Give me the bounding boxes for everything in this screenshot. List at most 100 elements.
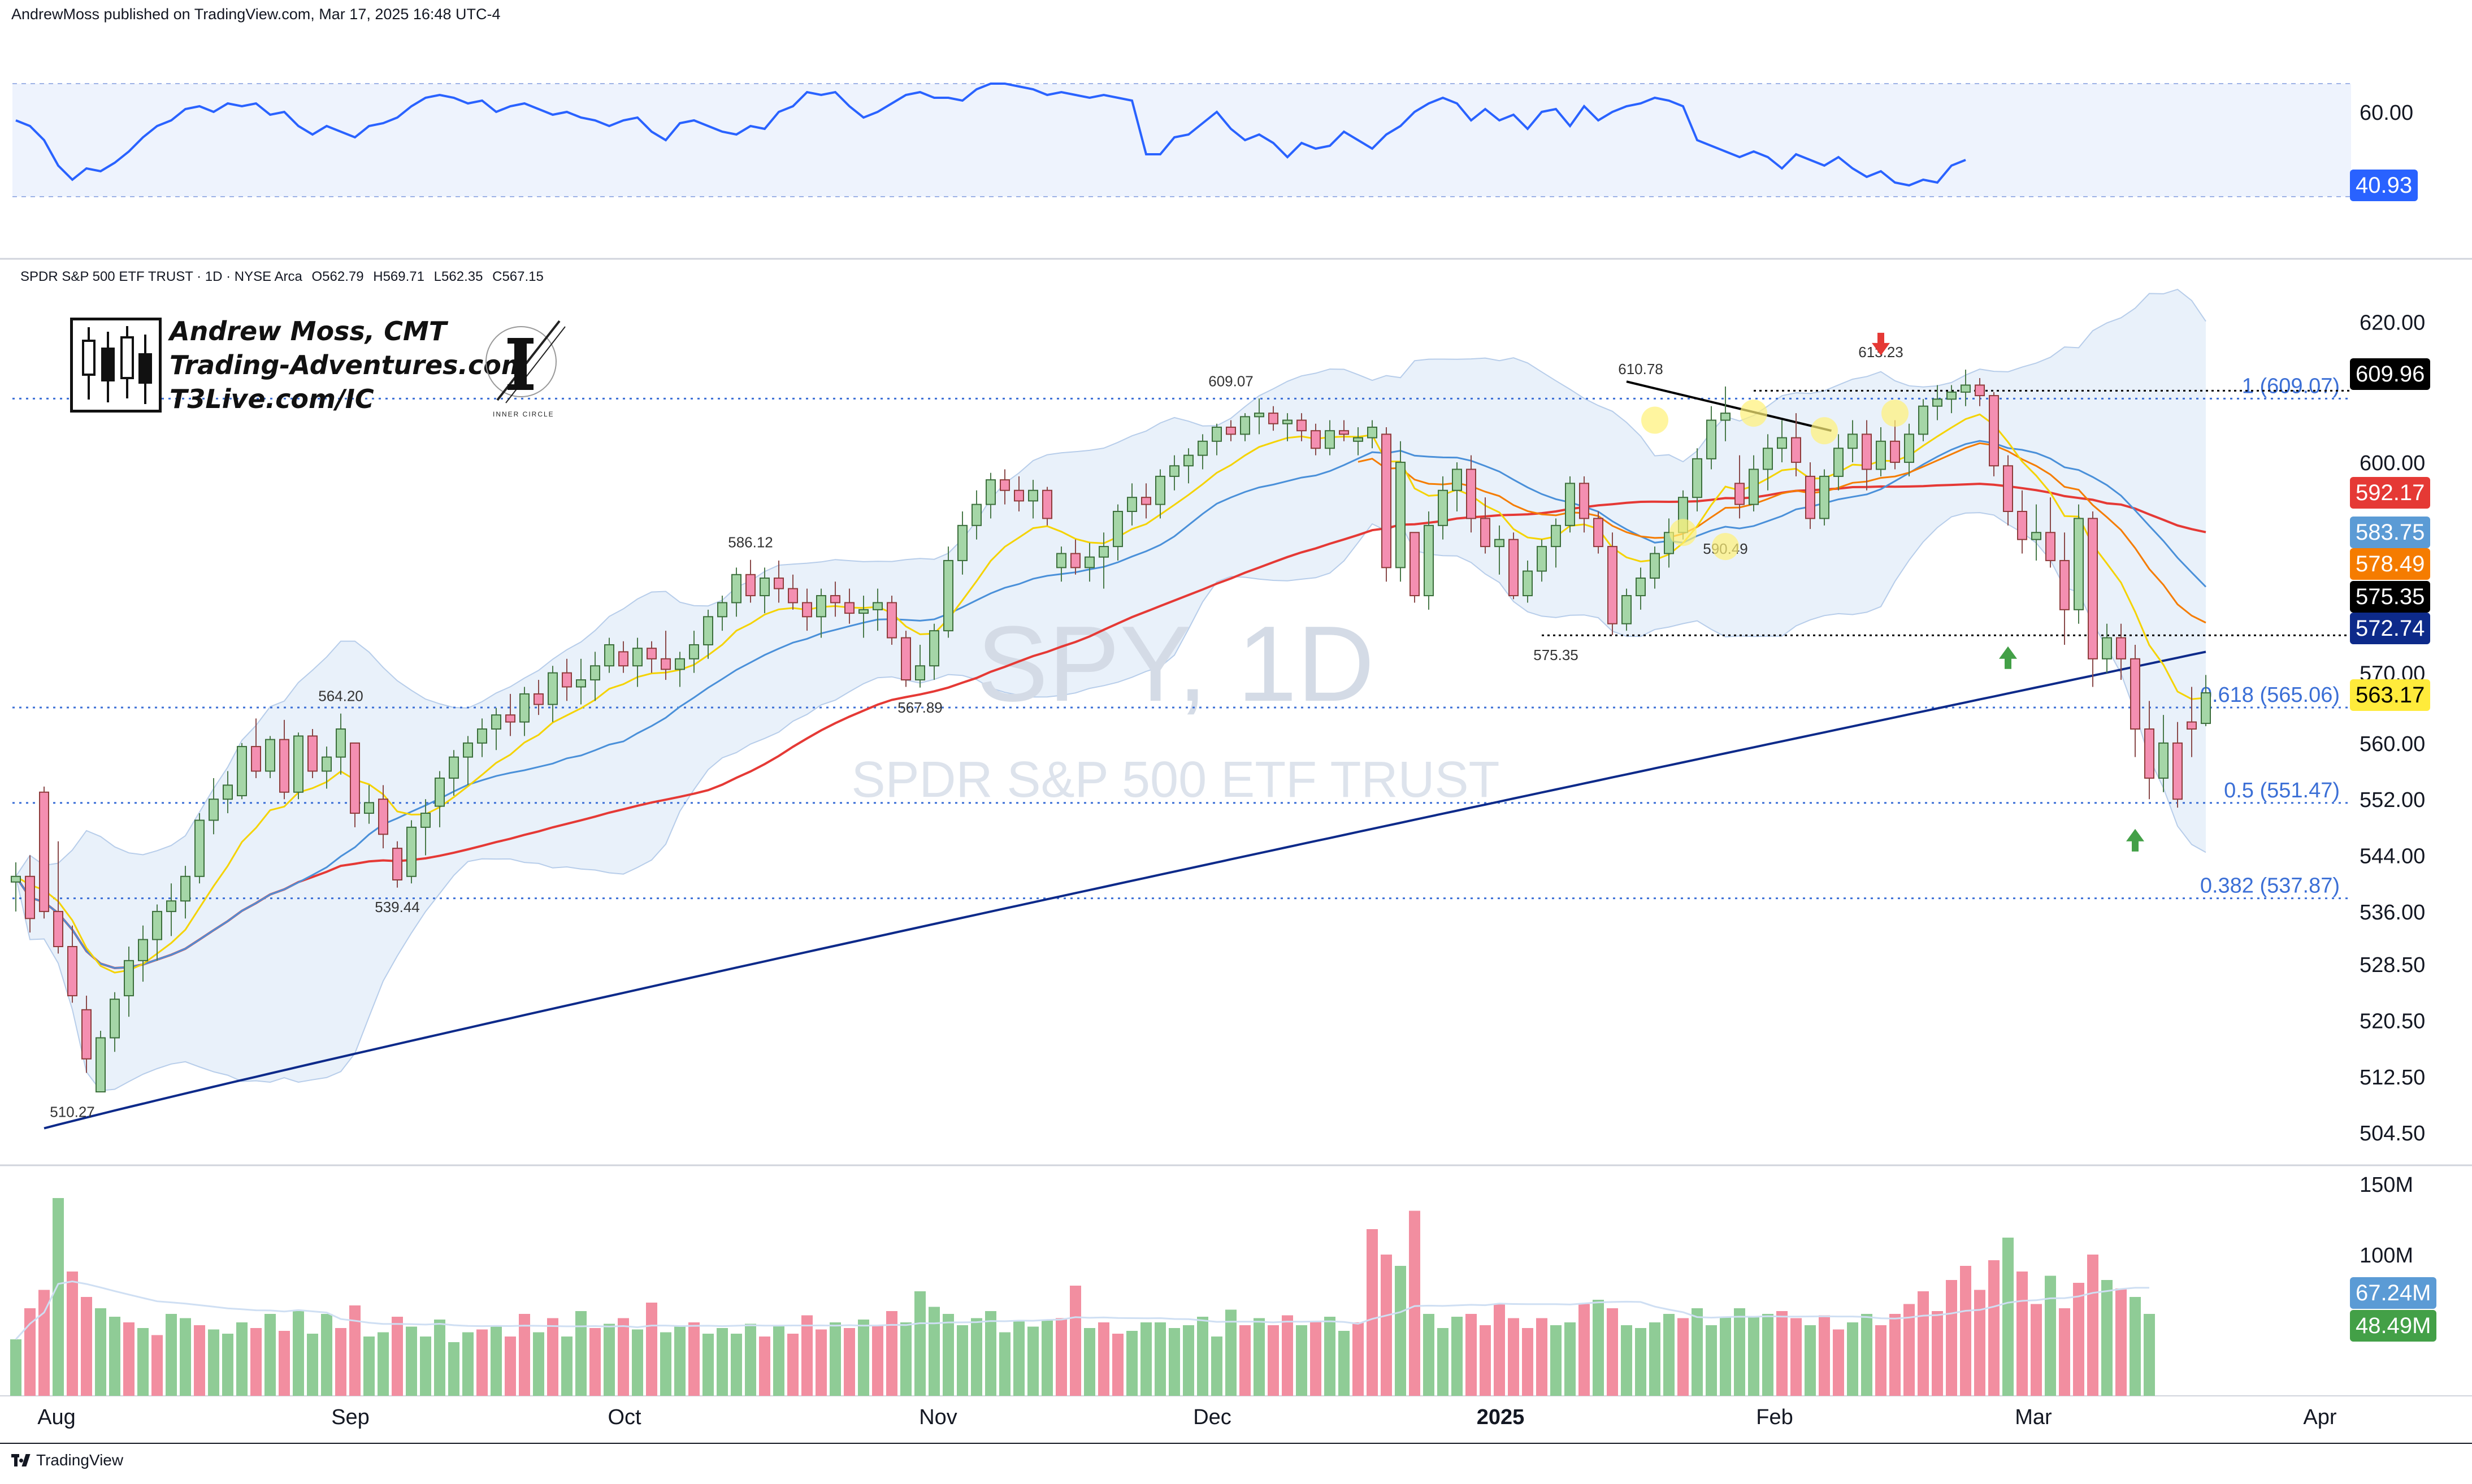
candle-body xyxy=(279,739,289,793)
candle-body xyxy=(1424,524,1434,597)
candle-body xyxy=(67,946,77,996)
candle-body xyxy=(1070,553,1081,569)
volume-bar xyxy=(575,1311,587,1396)
candle-body xyxy=(350,742,360,814)
time-tick: Aug xyxy=(37,1405,76,1429)
volume-bar xyxy=(166,1314,177,1396)
highlight-marker xyxy=(1712,533,1739,561)
bollinger-band xyxy=(16,289,2206,1091)
candle-body xyxy=(1763,448,1773,470)
volume-bar xyxy=(1564,1322,1576,1396)
candle-body xyxy=(2172,742,2183,800)
brand-line-1: Andrew Moss, CMT xyxy=(170,316,447,346)
candle-body xyxy=(152,910,162,940)
volume-bar xyxy=(250,1328,262,1396)
volume-bar xyxy=(1692,1308,1703,1396)
volume-bar xyxy=(335,1328,346,1396)
volume-bar xyxy=(151,1335,163,1396)
volume-bar xyxy=(1480,1325,1491,1396)
candle-body xyxy=(901,637,911,681)
candle-body xyxy=(1367,426,1377,439)
volume-bar xyxy=(702,1334,714,1396)
candle-body xyxy=(1890,440,1900,463)
candle-body xyxy=(661,658,671,670)
volume-bar xyxy=(1974,1290,1985,1396)
volume-bar xyxy=(2059,1308,2070,1396)
volume-bar xyxy=(2087,1255,2098,1396)
candle-body xyxy=(1621,595,1632,624)
volume-bar xyxy=(547,1318,558,1396)
volume-bar xyxy=(844,1328,855,1396)
volume-bar xyxy=(1903,1304,1915,1396)
fib-level-label: 0.382 (537.87) xyxy=(2200,874,2340,898)
volume-bar xyxy=(67,1272,78,1396)
volume-bar xyxy=(1861,1314,1872,1396)
volume-bar xyxy=(1324,1317,1335,1396)
sma200-badge: 572.74 xyxy=(2350,613,2431,644)
candle-body xyxy=(166,900,176,912)
candle-body xyxy=(364,802,374,814)
volume-bar xyxy=(222,1334,233,1396)
volume-bar xyxy=(816,1329,827,1396)
volume-bar xyxy=(1465,1314,1477,1396)
volume-bar xyxy=(1776,1311,1788,1396)
price-tick: 600.00 xyxy=(2360,452,2425,475)
candle-body xyxy=(1466,468,1476,519)
volume-badge: 67.24M xyxy=(2350,1277,2437,1309)
candle-body xyxy=(1706,419,1716,459)
candle-body xyxy=(1650,553,1660,579)
watermark-subtitle: SPDR S&P 500 ETF TRUST xyxy=(851,752,1499,808)
inner-circle-text: INNER CIRCLE xyxy=(493,410,554,418)
volume-bar xyxy=(1409,1210,1420,1396)
rsi-tick: 60.00 xyxy=(2360,101,2413,125)
candle-body xyxy=(858,609,869,614)
volume-bar xyxy=(1395,1266,1406,1396)
candle-body xyxy=(81,1009,92,1060)
close-value: C567.15 xyxy=(492,269,544,284)
candle-body xyxy=(124,960,134,996)
volume-bar xyxy=(53,1198,64,1396)
volume-bar xyxy=(2031,1304,2042,1396)
candle-body xyxy=(957,524,968,561)
volume-bar xyxy=(1013,1321,1025,1396)
volume-bar xyxy=(929,1307,940,1396)
sell-arrow xyxy=(1872,332,1890,355)
price-tick: 560.00 xyxy=(2360,732,2425,756)
candle-body xyxy=(788,588,798,604)
volume-bar xyxy=(137,1328,149,1396)
trend-line xyxy=(1626,380,1832,432)
candle-body xyxy=(1240,416,1250,435)
fib-level-label: 0.618 (565.06) xyxy=(2200,683,2340,707)
candle-body xyxy=(830,595,840,604)
candle-body xyxy=(1183,454,1194,467)
highlight-marker xyxy=(1811,417,1838,445)
candle-body xyxy=(2031,532,2041,540)
candle-body xyxy=(336,728,346,758)
tradingview-logo[interactable]: TradingView xyxy=(11,1451,123,1469)
candle-body xyxy=(1296,419,1307,432)
candle-body xyxy=(1113,511,1123,548)
candle-body xyxy=(322,756,332,772)
price-tick: 552.00 xyxy=(2360,788,2425,812)
candles-logo xyxy=(70,318,162,413)
candle-body xyxy=(1325,430,1335,449)
volume-bar xyxy=(2002,1238,2014,1396)
volume-bar xyxy=(1183,1325,1194,1396)
volume-bar xyxy=(1805,1325,1816,1396)
candle-body xyxy=(1961,384,1971,393)
candle-body xyxy=(1395,462,1406,569)
volume-bar xyxy=(180,1318,191,1396)
candle-body xyxy=(1028,489,1038,502)
candle-body xyxy=(1198,440,1208,456)
candle-body xyxy=(1805,475,1815,519)
candle-body xyxy=(760,577,770,597)
volume-bar xyxy=(505,1337,516,1396)
candle-body xyxy=(1494,539,1504,548)
candle-body xyxy=(265,739,275,772)
low-value: L562.35 xyxy=(433,269,483,284)
candle-body xyxy=(53,910,63,947)
candle-body xyxy=(237,746,247,796)
volume-bar xyxy=(1621,1325,1632,1396)
fib-level-label: 1 (609.07) xyxy=(2242,374,2340,398)
